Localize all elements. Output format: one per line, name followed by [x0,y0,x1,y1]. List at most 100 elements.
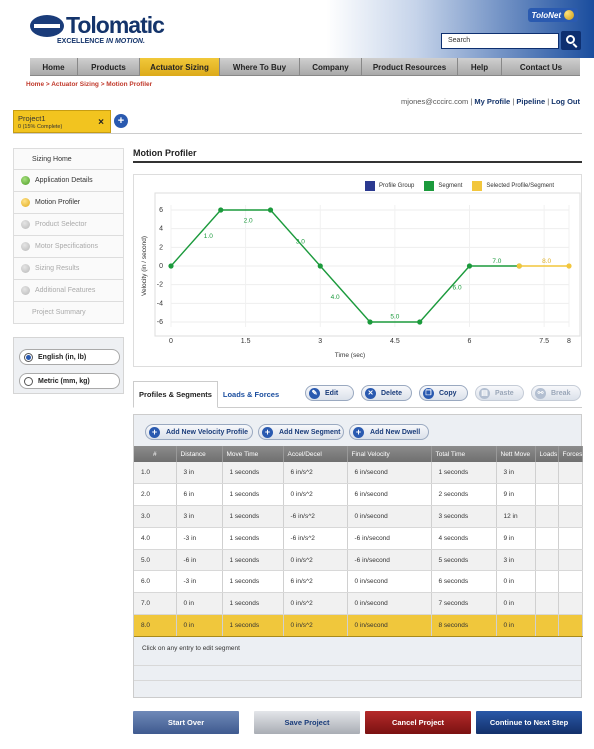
cancel-project-button[interactable]: Cancel Project [365,711,471,734]
table-row-selected[interactable]: 8.0 0 in 1 seconds 0 in/s^2 0 in/second 8 sec… [134,614,583,637]
start-over-button[interactable]: Start Over [133,711,239,734]
break-label: Break [551,389,571,397]
radio-selected-icon [24,352,33,362]
units-panel: English (in, lb) Metric (mm, kg) [13,337,124,394]
add-project-button[interactable]: + [114,114,128,128]
legend-item-segment[interactable]: Segment [424,181,462,191]
continue-next-step-button[interactable]: Continue to Next Step [476,711,582,734]
sidebar-item-sizing-results[interactable]: Sizing Results [13,258,124,280]
status-pending-icon [21,286,30,295]
break-button[interactable]: ⚯ Break [531,385,581,401]
column-header[interactable]: Nett Move [496,446,536,462]
column-header[interactable]: Accel/Decel [283,446,348,462]
sidebar-item-label: Project Summary [32,309,86,316]
units-label: Metric (mm, kg) [38,377,90,385]
column-header[interactable]: Forces [558,446,583,462]
legend-label: Selected Profile/Segment [486,183,555,189]
sidebar-item-sizing-home[interactable]: Sizing Home [13,148,124,170]
sidebar-item-product-selector[interactable]: Product Selector [13,214,124,236]
sidebar-item-application-details[interactable]: Application Details [13,170,124,192]
column-header[interactable]: # [134,446,177,462]
divider [134,680,581,681]
table-row[interactable]: 2.0 6 in 1 seconds 0 in/s^2 6 in/second 2 sec… [134,483,583,507]
plus-icon: + [149,426,160,438]
delete-button[interactable]: ✕ Delete [361,385,412,401]
nav-actuator-sizing[interactable]: Actuator Sizing [140,58,220,76]
sidebar-item-label: Sizing Home [32,155,72,163]
table-row[interactable]: 6.0 -3 in 1 seconds 6 in/s^2 0 in/second 6 se… [134,570,583,594]
paste-button[interactable]: ▤ Paste [475,385,524,401]
table-cell: 7 seconds [431,592,497,616]
table-cell: 3 seconds [431,505,497,528]
add-segment-button[interactable]: + Add New Segment [258,424,344,440]
search-button[interactable] [561,31,581,50]
tolonet-label: ToloNet [531,10,561,20]
table-cell: 1 seconds [222,549,284,572]
units-english-option[interactable]: English (in, lb) [19,349,120,365]
edit-button[interactable]: ✎ Edit [305,385,354,401]
main-nav: Home Products Actuator Sizing Where To B… [30,58,580,76]
table-row[interactable]: 5.0 -6 in 1 seconds 0 in/s^2 -6 in/second 5 s… [134,549,583,572]
search-input[interactable]: Search [441,33,559,49]
project-tab[interactable]: Project1 0 (15% Complete) × [13,110,111,133]
table-cell: 0 in [496,614,536,637]
column-header[interactable]: Loads [535,446,559,462]
nav-contact-us[interactable]: Contact Us [519,62,563,72]
brand-name: Tolomatic [66,12,165,38]
table-cell [535,505,559,528]
nav-product-resources[interactable]: Product Resources [362,58,458,76]
close-icon[interactable]: × [98,117,104,128]
units-metric-option[interactable]: Metric (mm, kg) [19,373,120,389]
tolonet-link[interactable]: ToloNet [527,8,578,22]
table-cell: -6 in [176,549,223,572]
table-row[interactable]: 1.0 3 in 1 seconds 6 in/s^2 6 in/second 1 sec… [134,462,583,485]
my-profile-link[interactable]: My Profile [474,97,511,106]
nav-products[interactable]: Products [78,58,140,76]
copy-button[interactable]: ❐ Copy [419,385,468,401]
legend-label: Profile Group [379,183,415,189]
nav-where-to-buy[interactable]: Where To Buy [220,58,300,76]
sidebar-item-motion-profiler[interactable]: Motion Profiler [13,192,124,214]
table-cell: 9 in [496,483,536,507]
table-cell: 1 seconds [222,614,284,637]
legend-item-profile-group[interactable]: Profile Group [365,181,414,191]
table-cell: 9 in [496,527,536,550]
sidebar-item-label: Product Selector [35,221,87,228]
table-row[interactable]: 7.0 0 in 1 seconds 0 in/s^2 0 in/second 7 sec… [134,592,583,616]
add-velocity-profile-button[interactable]: + Add New Velocity Profile [145,424,253,440]
units-label: English (in, lb) [38,353,87,361]
add-dwell-label: Add New Dwell [370,428,421,436]
add-segment-label: Add New Segment [279,428,341,436]
log-out-link[interactable]: Log Out [551,97,580,106]
table-cell: 1 seconds [222,527,284,550]
table-cell: 0 in [176,614,223,637]
nav-company[interactable]: Company [300,58,362,76]
column-header[interactable]: Distance [176,446,223,462]
add-dwell-button[interactable]: + Add New Dwell [349,424,429,440]
sidebar-item-additional-features[interactable]: Additional Features [13,280,124,302]
table-cell: 0 in [176,592,223,616]
sidebar-item-project-summary[interactable]: Project Summary [13,302,124,324]
breadcrumb[interactable]: Home > Actuator Sizing > Motion Profiler [26,81,153,88]
nav-help[interactable]: Help [458,58,502,76]
column-header[interactable]: Total Time [431,446,497,462]
tab-profiles-segments[interactable]: Profiles & Segments [133,381,218,408]
column-header[interactable]: Move Time [222,446,284,462]
table-cell: 0 in [496,570,536,594]
table-row[interactable]: 4.0 -3 in 1 seconds -6 in/s^2 -6 in/second 4 … [134,527,583,550]
segments-table: # Distance Move Time Accel/Decel Final V… [134,446,583,637]
motion-profile-chart-panel [133,174,582,367]
save-project-button[interactable]: Save Project [254,711,360,734]
nav-home[interactable]: Home [30,58,78,76]
tab-loads-forces[interactable]: Loads & Forces [222,390,280,399]
tagline: EXCELLENCE IN MOTION. [57,38,145,45]
table-cell: 1 seconds [222,570,284,594]
pipeline-link[interactable]: Pipeline [516,97,546,106]
table-row[interactable]: 3.0 3 in 1 seconds -6 in/s^2 0 in/second 3 se… [134,505,583,528]
column-header[interactable]: Final Velocity [347,446,432,462]
tolomatic-logo[interactable]: Tolomatic [30,12,165,39]
table-cell [535,483,559,507]
legend-item-selected[interactable]: Selected Profile/Segment [472,181,554,191]
pencil-icon: ✎ [309,387,320,399]
sidebar-item-motor-specifications[interactable]: Motor Specifications [13,236,124,258]
